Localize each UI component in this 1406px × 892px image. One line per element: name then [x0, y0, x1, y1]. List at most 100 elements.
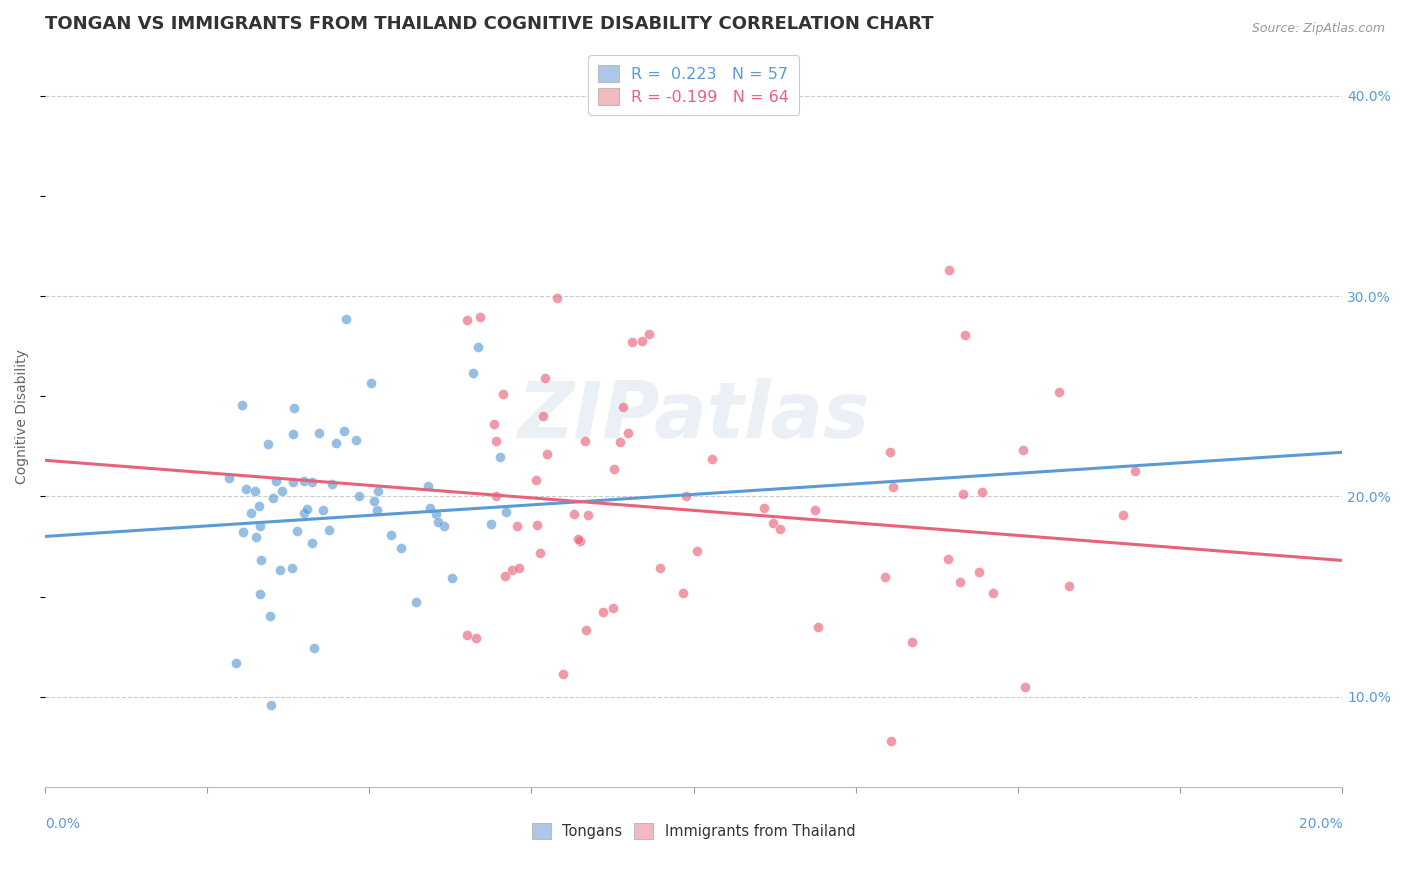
- Point: [247, 499, 270, 513]
- Point: [262, 491, 284, 505]
- Point: [882, 480, 904, 494]
- Point: [762, 516, 785, 530]
- Point: [631, 334, 654, 349]
- Text: 20.0%: 20.0%: [1299, 817, 1343, 831]
- Point: [672, 586, 695, 600]
- Point: [524, 474, 547, 488]
- Point: [576, 508, 599, 523]
- Point: [938, 262, 960, 277]
- Point: [479, 517, 502, 532]
- Legend: Tongans, Immigrants from Thailand: Tongans, Immigrants from Thailand: [524, 815, 863, 847]
- Point: [335, 312, 357, 326]
- Point: [302, 641, 325, 656]
- Point: [283, 401, 305, 415]
- Point: [426, 516, 449, 530]
- Point: [318, 523, 340, 537]
- Point: [526, 517, 548, 532]
- Point: [363, 493, 385, 508]
- Point: [281, 561, 304, 575]
- Point: [568, 533, 591, 548]
- Point: [1123, 464, 1146, 478]
- Point: [292, 474, 315, 488]
- Point: [752, 500, 775, 515]
- Point: [574, 434, 596, 449]
- Point: [972, 485, 994, 500]
- Point: [488, 450, 510, 464]
- Point: [492, 387, 515, 401]
- Point: [700, 452, 723, 467]
- Point: [485, 434, 508, 449]
- Point: [981, 586, 1004, 600]
- Point: [389, 541, 412, 555]
- Point: [281, 427, 304, 442]
- Point: [967, 565, 990, 579]
- Point: [301, 536, 323, 550]
- Point: [433, 519, 456, 533]
- Point: [567, 533, 589, 547]
- Point: [270, 483, 292, 498]
- Point: [531, 409, 554, 423]
- Point: [240, 506, 263, 520]
- Point: [257, 436, 280, 450]
- Point: [879, 445, 901, 459]
- Point: [546, 291, 568, 305]
- Point: [603, 462, 626, 476]
- Point: [269, 563, 291, 577]
- Point: [648, 561, 671, 575]
- Point: [243, 484, 266, 499]
- Point: [218, 471, 240, 485]
- Point: [367, 484, 389, 499]
- Point: [467, 339, 489, 353]
- Point: [456, 313, 478, 327]
- Point: [349, 489, 371, 503]
- Point: [418, 479, 440, 493]
- Point: [333, 424, 356, 438]
- Point: [536, 447, 558, 461]
- Point: [1047, 385, 1070, 400]
- Point: [609, 435, 631, 450]
- Point: [295, 502, 318, 516]
- Point: [425, 507, 447, 521]
- Point: [485, 489, 508, 503]
- Point: [287, 524, 309, 538]
- Point: [1057, 579, 1080, 593]
- Text: 0.0%: 0.0%: [45, 817, 80, 831]
- Point: [308, 425, 330, 440]
- Point: [938, 552, 960, 566]
- Point: [505, 518, 527, 533]
- Point: [231, 398, 253, 412]
- Point: [260, 698, 283, 713]
- Text: ZIPatlas: ZIPatlas: [517, 378, 870, 454]
- Point: [264, 474, 287, 488]
- Point: [955, 327, 977, 342]
- Point: [880, 733, 903, 747]
- Point: [366, 503, 388, 517]
- Point: [419, 501, 441, 516]
- Point: [301, 475, 323, 489]
- Point: [235, 483, 257, 497]
- Point: [602, 601, 624, 615]
- Point: [675, 489, 697, 503]
- Point: [249, 519, 271, 533]
- Point: [281, 475, 304, 489]
- Point: [1111, 508, 1133, 522]
- Point: [901, 634, 924, 648]
- Point: [769, 522, 792, 536]
- Point: [574, 623, 596, 637]
- Text: Source: ZipAtlas.com: Source: ZipAtlas.com: [1251, 22, 1385, 36]
- Point: [875, 569, 897, 583]
- Point: [501, 563, 523, 577]
- Point: [952, 487, 974, 501]
- Point: [534, 371, 557, 385]
- Point: [465, 631, 488, 645]
- Point: [1012, 442, 1035, 457]
- Point: [529, 546, 551, 560]
- Point: [562, 507, 585, 521]
- Point: [250, 553, 273, 567]
- Point: [461, 366, 484, 380]
- Point: [360, 376, 382, 390]
- Y-axis label: Cognitive Disability: Cognitive Disability: [15, 349, 30, 483]
- Point: [686, 543, 709, 558]
- Point: [245, 530, 267, 544]
- Point: [259, 609, 281, 624]
